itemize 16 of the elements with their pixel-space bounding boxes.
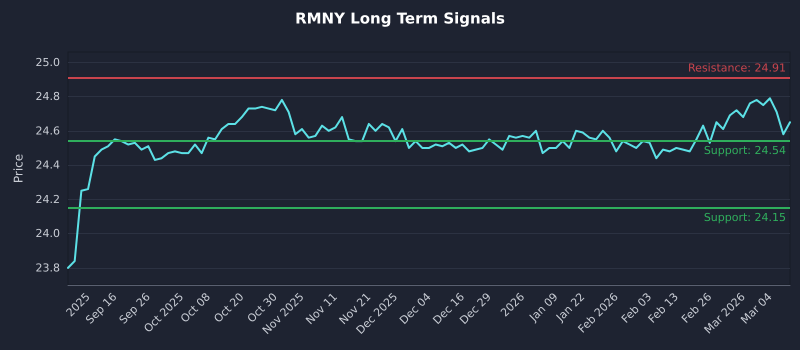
- y-tick-label: 24.6: [36, 124, 60, 138]
- line-series: [67, 97, 791, 269]
- y-tick-label: 24.0: [36, 227, 60, 240]
- x-tick-label: Nov 11: [303, 290, 340, 328]
- y-axis-title: Price: [12, 154, 26, 184]
- y-tick-label: 24.2: [36, 192, 60, 206]
- chart-title: RMNY Long Term Signals: [295, 10, 505, 28]
- y-tick-label: 24.4: [36, 158, 60, 172]
- x-tick-label: Oct 20: [211, 290, 246, 326]
- ref-line-label: Resistance: 24.91: [688, 62, 786, 75]
- x-tick-label: Dec 04: [397, 290, 434, 327]
- y-tick-label: 24.8: [36, 90, 60, 104]
- y-tick-label: 25.0: [36, 56, 60, 69]
- y-tick-label: 23.8: [36, 261, 60, 274]
- ref-line-label: Support: 24.54: [704, 144, 786, 158]
- ref-line-label: Support: 24.15: [704, 210, 786, 224]
